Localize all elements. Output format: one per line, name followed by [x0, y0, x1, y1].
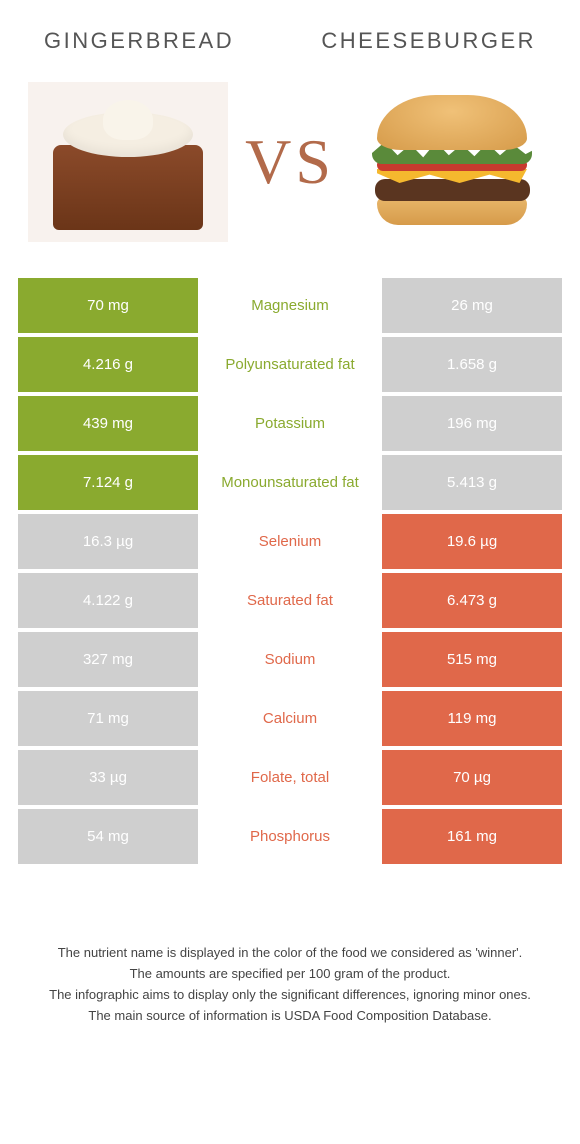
table-row: 70 mgMagnesium26 mg: [18, 278, 562, 333]
gingerbread-image: [28, 82, 228, 242]
vs-label: VS: [245, 125, 335, 199]
nutrient-name: Saturated fat: [198, 573, 382, 628]
footnote-line: The main source of information is USDA F…: [38, 1007, 542, 1026]
nutrient-name: Calcium: [198, 691, 382, 746]
right-value: 26 mg: [382, 278, 562, 333]
nutrient-name: Potassium: [198, 396, 382, 451]
footnote-line: The nutrient name is displayed in the co…: [38, 944, 542, 963]
right-value: 1.658 g: [382, 337, 562, 392]
left-value: 33 µg: [18, 750, 198, 805]
right-value: 5.413 g: [382, 455, 562, 510]
header-row: GINGERBREAD CHEESEBURGER: [18, 28, 562, 54]
nutrient-name: Monounsaturated fat: [198, 455, 382, 510]
left-value: 54 mg: [18, 809, 198, 864]
nutrient-name: Folate, total: [198, 750, 382, 805]
left-food-title: GINGERBREAD: [44, 28, 234, 54]
footnotes: The nutrient name is displayed in the co…: [18, 944, 562, 1025]
table-row: 327 mgSodium515 mg: [18, 632, 562, 687]
table-row: 16.3 µgSelenium19.6 µg: [18, 514, 562, 569]
nutrient-name: Sodium: [198, 632, 382, 687]
table-row: 4.216 gPolyunsaturated fat1.658 g: [18, 337, 562, 392]
right-value: 515 mg: [382, 632, 562, 687]
right-food-title: CHEESEBURGER: [321, 28, 536, 54]
images-row: VS: [18, 82, 562, 242]
left-value: 4.122 g: [18, 573, 198, 628]
nutrient-name: Magnesium: [198, 278, 382, 333]
cheeseburger-image: [352, 82, 552, 242]
left-value: 71 mg: [18, 691, 198, 746]
right-value: 70 µg: [382, 750, 562, 805]
table-row: 71 mgCalcium119 mg: [18, 691, 562, 746]
left-value: 16.3 µg: [18, 514, 198, 569]
right-value: 6.473 g: [382, 573, 562, 628]
table-row: 33 µgFolate, total70 µg: [18, 750, 562, 805]
left-value: 439 mg: [18, 396, 198, 451]
nutrient-name: Selenium: [198, 514, 382, 569]
table-row: 54 mgPhosphorus161 mg: [18, 809, 562, 864]
right-value: 119 mg: [382, 691, 562, 746]
table-row: 439 mgPotassium196 mg: [18, 396, 562, 451]
footnote-line: The infographic aims to display only the…: [38, 986, 542, 1005]
right-value: 196 mg: [382, 396, 562, 451]
left-value: 4.216 g: [18, 337, 198, 392]
left-value: 327 mg: [18, 632, 198, 687]
table-row: 4.122 gSaturated fat6.473 g: [18, 573, 562, 628]
comparison-table: 70 mgMagnesium26 mg4.216 gPolyunsaturate…: [18, 278, 562, 864]
left-value: 70 mg: [18, 278, 198, 333]
right-value: 19.6 µg: [382, 514, 562, 569]
right-value: 161 mg: [382, 809, 562, 864]
footnote-line: The amounts are specified per 100 gram o…: [38, 965, 542, 984]
infographic-container: GINGERBREAD CHEESEBURGER VS 70 mgMagnesi…: [0, 0, 580, 1047]
nutrient-name: Phosphorus: [198, 809, 382, 864]
left-value: 7.124 g: [18, 455, 198, 510]
table-row: 7.124 gMonounsaturated fat5.413 g: [18, 455, 562, 510]
nutrient-name: Polyunsaturated fat: [198, 337, 382, 392]
